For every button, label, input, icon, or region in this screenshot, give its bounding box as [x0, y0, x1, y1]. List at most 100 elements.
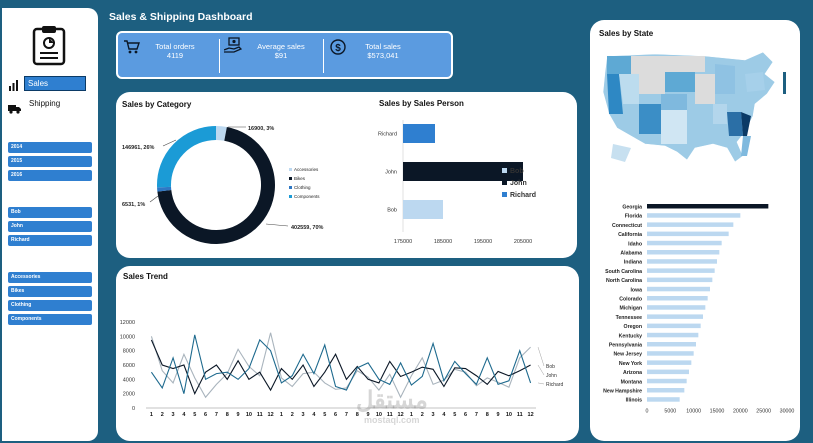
slicer-year-2015[interactable]: 2015 [8, 156, 92, 167]
trend-x-tick: 5 [453, 412, 456, 418]
sales-nav-button[interactable]: Sales [24, 76, 86, 91]
trend-x-tick: 11 [387, 412, 393, 418]
trend-y-tick: 0 [132, 406, 135, 412]
state-bar-label: New Jersey [613, 352, 642, 358]
trend-line-richard [150, 334, 532, 394]
trend-x-tick: 6 [464, 412, 467, 418]
state-bar-chart: Georgia Florida Connecticut California Idaho… [603, 204, 795, 414]
donut-label-components: 146961, 26% [122, 145, 155, 151]
donut-slice-accessories [215, 126, 227, 141]
trend-x-tick: 6 [204, 412, 207, 418]
trend-y-tick: 8000 [123, 349, 135, 355]
person-legend-swatch [502, 168, 507, 173]
state-bar [647, 277, 713, 283]
kpi-total-orders-value: 4119 [166, 51, 184, 60]
trend-y-tick: 4000 [123, 377, 135, 383]
person-legend-john: John [510, 180, 527, 187]
slicer-category-clothing[interactable]: Clothing [8, 300, 92, 311]
state-bar-label: North Carolina [606, 278, 642, 284]
slicer-person-john[interactable]: John [8, 221, 92, 232]
state-x-tick: 0 [646, 408, 649, 414]
slicer-category-accessories[interactable]: Accessories [8, 272, 92, 283]
trend-x-tick: 12 [398, 412, 404, 418]
state-bar-label: Georgia [622, 205, 642, 211]
trend-y-tick: 2000 [123, 392, 135, 398]
trend-x-tick: 9 [367, 412, 370, 418]
slicer-year-2014[interactable]: 2014 [8, 142, 92, 153]
state-x-tick: 30000 [780, 408, 795, 414]
trend-y-tick: 6000 [123, 363, 135, 369]
state-bar-label: Alabama [620, 251, 642, 257]
state-bar [647, 378, 687, 384]
state-bar-label: Tennessee [616, 315, 643, 321]
trend-x-tick: 1 [150, 412, 153, 418]
person-bar-label: John [385, 170, 397, 176]
money-hand-icon [223, 37, 243, 58]
state-bar-label: Illinois [626, 398, 643, 404]
kpi-average-sales-value: $91 [274, 51, 288, 60]
state-x-tick: 15000 [710, 408, 725, 414]
person-bar-richard [403, 124, 435, 143]
slicer-category-components[interactable]: Components [8, 314, 92, 325]
trend-chart-title: Sales Trend [123, 272, 168, 281]
trend-x-tick: 10 [506, 412, 512, 418]
us-map [595, 44, 795, 174]
state-bar-label: New Hampshire [603, 389, 642, 395]
state-bar [647, 369, 689, 375]
state-bar [647, 222, 734, 227]
person-x-tick: 195000 [474, 239, 492, 245]
state-bar [647, 332, 699, 338]
state-bar [647, 351, 694, 356]
slicer-person-bob[interactable]: Bob [8, 207, 92, 218]
trend-x-tick: 8 [226, 412, 229, 418]
sales-trend-panel: Sales Trend 0 2000 4000 6000 8000 10000 12000 1… [116, 266, 579, 441]
state-x-tick: 5000 [664, 408, 676, 414]
trend-x-tick: 4 [182, 412, 186, 418]
legend-accessories: Accessories [294, 167, 319, 172]
state-bar-label: Connecticut [612, 223, 642, 229]
state-bar-label: Pennsylvania [609, 343, 642, 349]
kpi-divider [323, 39, 324, 73]
slicer-category-bikes[interactable]: Bikes [8, 286, 92, 297]
kpi-total-sales: $ Total sales $573,041 [324, 33, 452, 77]
state-bar [647, 305, 706, 310]
state-chart-title: Sales by State [599, 29, 654, 38]
state-bar-label: Arizona [623, 370, 642, 376]
slicer-year-2016[interactable]: 2016 [8, 170, 92, 181]
person-bar-john [403, 162, 523, 181]
trend-x-tick: 9 [497, 412, 500, 418]
state-bar-label: Colorado [619, 297, 642, 303]
trend-x-tick: 9 [237, 412, 240, 418]
person-legend-swatch [502, 192, 507, 197]
state-bar-label: Indiana [624, 260, 642, 266]
sales-nav-item[interactable]: Sales [7, 76, 92, 92]
trend-y-tick: 10000 [120, 334, 135, 340]
person-legend-richard: Richard [510, 192, 536, 199]
cart-icon [124, 40, 140, 59]
state-bar [647, 259, 717, 264]
kpi-total-orders: Total orders 4119 [118, 33, 220, 77]
state-bar [647, 388, 685, 393]
shipping-nav-item[interactable]: Shipping [7, 98, 92, 114]
kpi-total-orders-label: Total orders [155, 42, 195, 51]
state-bar [647, 240, 722, 246]
trend-x-tick: 10 [376, 412, 382, 418]
state-x-tick: 20000 [733, 408, 748, 414]
trend-x-tick: 8 [486, 412, 489, 418]
state-bar-label: Kentucky [619, 333, 642, 339]
state-bar [647, 204, 769, 209]
trend-x-tick: 1 [280, 412, 283, 418]
legend-components: Components [294, 194, 320, 199]
trend-line-john [150, 339, 531, 396]
slicer-person-richard[interactable]: Richard [8, 235, 92, 246]
donut-slice-bikes [157, 127, 275, 244]
trend-x-tick: 5 [323, 412, 326, 418]
state-bar-label: Oregon [624, 324, 642, 330]
person-bar-chart: Richard John Bob 175000 185000 195000 205000 Bo… [378, 120, 536, 245]
legend-clothing: Clothing [294, 185, 311, 190]
trend-x-tick: 7 [345, 412, 348, 418]
trend-series-label-john: John [546, 373, 557, 379]
truck-icon [8, 101, 21, 119]
donut-label-clothing: 6531, 1% [122, 202, 145, 208]
trend-x-tick: 12 [268, 412, 274, 418]
